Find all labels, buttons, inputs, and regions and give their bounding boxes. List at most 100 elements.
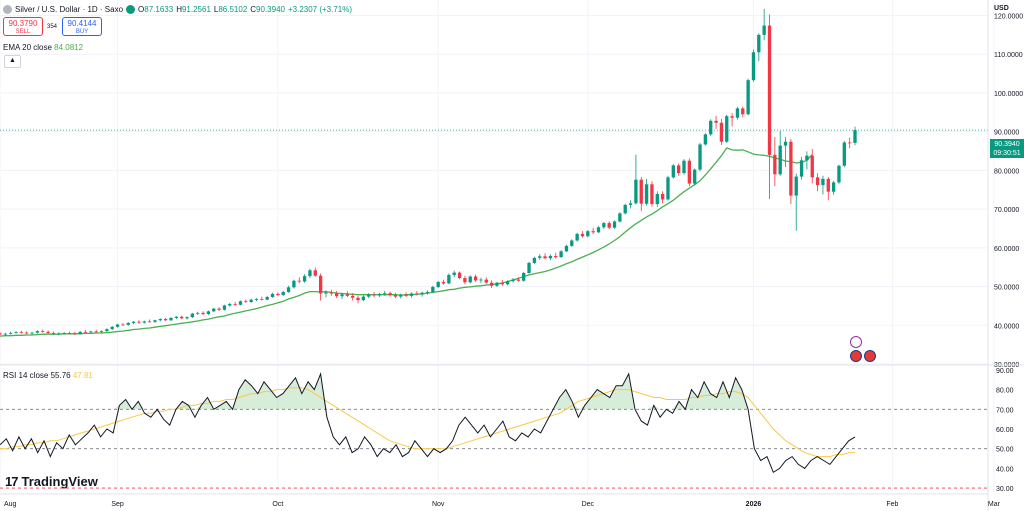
candle-body: [62, 333, 66, 334]
candle-body: [318, 275, 323, 294]
candle-body: [233, 303, 237, 305]
candle-body: [0, 333, 2, 335]
candle-body: [596, 227, 601, 233]
candle-body: [131, 321, 136, 323]
candle-body: [773, 154, 777, 175]
x-tick-label: Sep: [111, 501, 124, 508]
rsi-tick-label: 70.00: [996, 407, 1014, 414]
event-icon: [850, 336, 862, 348]
candle-body: [612, 221, 617, 228]
candle-body: [78, 331, 82, 334]
candle-body: [351, 295, 355, 298]
candle-body: [634, 179, 638, 204]
candle-body: [644, 184, 649, 204]
candle-body: [393, 295, 398, 297]
candle-body: [687, 160, 692, 184]
candle-body: [265, 297, 269, 300]
bar-countdown: 09:30:51: [993, 150, 1021, 157]
ema-legend[interactable]: EMA 20 close 84.0812: [3, 43, 83, 52]
candle-body: [431, 286, 435, 292]
candle-body: [815, 177, 820, 186]
sell-button[interactable]: 90.3790 SELL: [3, 17, 43, 36]
price-tick-label: 120.0000: [994, 13, 1023, 20]
candle-body: [399, 294, 403, 297]
candle-body: [436, 281, 440, 287]
candle-body: [73, 333, 77, 335]
candle-body: [799, 160, 804, 177]
price-tick-label: 80.0000: [994, 168, 1019, 175]
candle-body: [83, 331, 88, 333]
candle-body: [447, 274, 451, 284]
candle-body: [153, 320, 157, 322]
grid: [0, 0, 995, 492]
candle-body: [789, 141, 793, 196]
chevron-up-icon: ▲: [9, 57, 16, 64]
candle-body: [35, 331, 40, 333]
candle-body: [345, 294, 350, 296]
last-price-value: 90.3940: [994, 141, 1020, 148]
candle-body: [693, 169, 697, 184]
candle-body: [158, 319, 162, 321]
candle-body: [110, 326, 114, 330]
candle-body: [741, 108, 745, 115]
candle-body: [383, 293, 387, 294]
candle-body: [719, 122, 724, 142]
rsi-legend[interactable]: RSI 14 close 55.76 47.81: [3, 371, 93, 380]
candle-body: [452, 272, 456, 275]
buy-button[interactable]: 90.4144 BUY: [62, 17, 102, 36]
candle-body: [190, 313, 195, 318]
candle-body: [169, 317, 173, 321]
candle-body: [425, 291, 430, 293]
candle-body: [623, 204, 627, 214]
candle-body: [489, 282, 494, 286]
candle-body: [757, 34, 761, 53]
candle-body: [495, 282, 499, 286]
price-tick-label: 70.0000: [994, 207, 1019, 214]
candle-body: [377, 293, 382, 296]
candle-body: [292, 280, 296, 288]
candle-body: [484, 279, 488, 283]
candle-body: [260, 298, 264, 300]
candle-body: [89, 331, 93, 333]
candle-body: [655, 194, 659, 205]
rsi-tick-label: 40.00: [996, 466, 1014, 473]
tradingview-logo-icon: 17: [5, 474, 19, 489]
candle-body: [201, 312, 205, 315]
x-tick-label: Nov: [432, 501, 445, 508]
candle-body: [666, 177, 670, 200]
price-tick-label: 60.0000: [994, 246, 1019, 253]
candle-body: [853, 130, 857, 143]
price-tick-label: 50.0000: [994, 285, 1019, 292]
candle-body: [334, 293, 339, 297]
sell-label: SELL: [15, 29, 31, 35]
candle-body: [554, 255, 558, 258]
candle-body: [105, 329, 109, 332]
candle-body: [639, 179, 643, 204]
candle-body: [57, 333, 61, 335]
price-tick-label: 40.0000: [994, 323, 1019, 330]
candle-body: [302, 276, 307, 282]
x-tick-label: 2026: [746, 501, 762, 508]
candle-body: [527, 262, 531, 273]
candle-body: [212, 308, 216, 312]
candle-body: [174, 316, 179, 318]
candle-body: [217, 308, 221, 310]
collapse-legend-button[interactable]: ▲: [4, 55, 21, 68]
buy-price: 90.4144: [67, 19, 97, 28]
candle-body: [180, 316, 184, 319]
low-value: 86.5102: [218, 5, 248, 14]
candle-body: [842, 142, 846, 166]
candle-body: [297, 280, 301, 282]
candle-body: [30, 332, 34, 334]
rsi-tick-label: 90.00: [996, 368, 1014, 375]
currency-label[interactable]: USD: [994, 5, 1009, 12]
tradingview-logo[interactable]: 17 TradingView: [5, 474, 98, 489]
candle-body: [367, 294, 371, 297]
candle-body: [570, 240, 574, 246]
candle-body: [810, 155, 814, 178]
buy-label: BUY: [75, 29, 89, 35]
symbol-legend[interactable]: Silver / U.S. Dollar · 1D · Saxo O87.1633…: [3, 5, 355, 15]
spread-value: 354: [47, 24, 58, 30]
candle-body: [99, 331, 104, 332]
